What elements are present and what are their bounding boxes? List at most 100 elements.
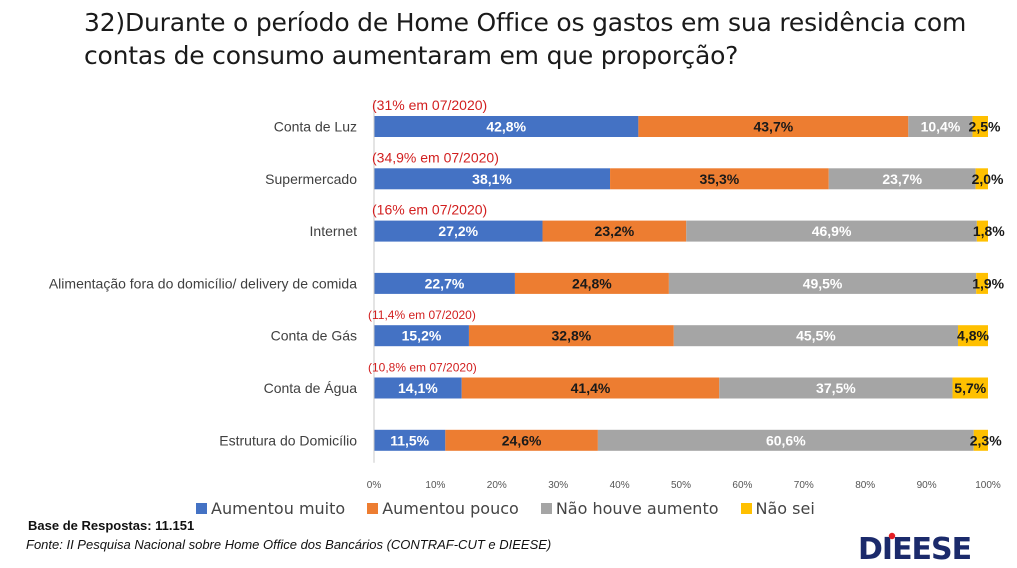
bar-segment (374, 325, 469, 347)
legend-label: Não sei (755, 498, 815, 518)
dieese-logo: DIEESE (858, 532, 972, 562)
category-label: Internet (310, 223, 358, 239)
bar-value-label: 23,2% (595, 223, 635, 239)
chart-title-line-2: contas de consumo aumentaram em que prop… (84, 41, 739, 70)
bar-value-label: 35,3% (700, 171, 740, 187)
category-label: Conta de Água (264, 380, 358, 396)
stacked-bar-chart: Conta de Luz 42,8% 43,7% 10,4% 2,5% Supermerc… (49, 97, 1005, 491)
bar-segment (638, 116, 909, 137)
bar-value-label: 32,8% (552, 328, 592, 344)
bar-value-label: 24,6% (502, 432, 542, 448)
x-tick-label: 80% (855, 480, 875, 491)
x-tick-label: 20% (487, 480, 507, 491)
bar-value-label: 10,4% (921, 119, 961, 135)
bar-segment (686, 220, 977, 242)
x-tick-label: 40% (610, 480, 630, 491)
bar-value-label: 15,2% (402, 328, 442, 344)
bar-segment (597, 429, 974, 451)
bar-value-label: 41,4% (571, 380, 611, 396)
bar-value-label: 49,5% (803, 275, 843, 291)
bar-value-label: 2,5% (969, 119, 1001, 135)
legend-label: Aumentou muito (211, 498, 346, 518)
bar-segment (374, 116, 639, 137)
bar-value-label: 11,5% (390, 432, 429, 448)
legend-swatch (740, 502, 752, 514)
bar-value-label: 38,1% (472, 171, 512, 187)
category-label: Alimentação fora do domicílio/ delivery … (49, 275, 357, 291)
bar-segment (461, 377, 720, 399)
category-label: Estrutura do Domicílio (219, 432, 357, 448)
x-tick-label: 30% (548, 480, 568, 491)
legend-swatch (196, 502, 207, 514)
bar-segment (952, 377, 988, 399)
bar-value-label: 43,7% (753, 119, 793, 135)
bar-segment (468, 325, 674, 347)
bar-value-label: 1,8% (973, 223, 1005, 239)
legend-item: Não houve aumento (540, 498, 719, 518)
bar-value-label: 37,5% (816, 380, 856, 396)
legend-item: Não sei (740, 498, 815, 518)
base-respostas: Base de Respostas: 11.151 (28, 518, 195, 533)
bars-layer: Conta de Luz 42,8% 43,7% 10,4% 2,5% Supermerc… (49, 116, 1005, 451)
bar-segment (374, 168, 611, 190)
bar-segment (374, 272, 515, 294)
category-label: Conta de Gás (271, 328, 357, 344)
bar-segment (374, 220, 543, 242)
x-tick-label: 70% (794, 480, 814, 491)
bar-value-label: 23,7% (882, 171, 922, 187)
bar-segment (374, 377, 462, 399)
annotation-previous-value: (16% em 07/2020) (372, 202, 487, 218)
bar-segment (972, 116, 988, 137)
bar-value-label: 1,9% (972, 275, 1004, 291)
x-tick-label: 90% (917, 480, 937, 491)
bar-segment (908, 116, 973, 137)
bar-segment (610, 168, 829, 190)
bar-value-label: 42,8% (486, 119, 526, 135)
logo-dot-icon (888, 532, 896, 540)
x-axis: 0% 10% 20% 30% 40% 50% 60% 70% 80% 90% 100% (367, 100, 1001, 491)
x-tick-label: 100% (975, 480, 1001, 491)
bar-segment (445, 429, 598, 451)
bar-segment (668, 272, 977, 294)
legend-label: Aumentou pouco (382, 498, 519, 518)
chart-title: 32)Durante o período de Home Office os g… (84, 6, 984, 72)
legend: Aumentou muito Aumentou pouco Não houve au… (196, 498, 837, 518)
x-tick-label: 0% (367, 480, 382, 491)
annotation-previous-value: (31% em 07/2020) (372, 97, 487, 113)
bar-segment (719, 377, 953, 399)
legend-item: Aumentou pouco (367, 499, 519, 518)
legend-item: Aumentou muito (196, 499, 345, 518)
bar-value-label: 24,8% (572, 275, 612, 291)
bar-value-label: 46,9% (812, 223, 852, 239)
annotation-previous-value: (34,9% em 07/2020) (372, 149, 499, 165)
bar-segment (976, 272, 988, 294)
bar-value-label: 45,5% (796, 328, 836, 344)
legend-swatch (367, 502, 379, 514)
bar-segment (542, 220, 687, 242)
bar-segment (514, 272, 669, 294)
chart-title-line-1: 32)Durante o período de Home Office os g… (84, 8, 967, 37)
dieese-logo-text: DIEESE (858, 532, 971, 562)
bar-value-label: 5,7% (954, 380, 986, 396)
bar-segment (976, 220, 988, 242)
x-tick-label: 50% (671, 480, 691, 491)
annotation-previous-value: (10,8% em 07/2020) (368, 361, 477, 375)
bar-value-label: 14,1% (398, 380, 438, 396)
annotation-previous-value: (11,4% em 07/2020) (368, 308, 476, 322)
legend-label: Não houve aumento (555, 498, 719, 518)
category-label: Supermercado (265, 171, 357, 187)
bar-segment (958, 325, 988, 347)
x-tick-label: 60% (732, 480, 752, 491)
source-note: Fonte: II Pesquisa Nacional sobre Home O… (26, 537, 552, 552)
annotations-layer: (31% em 07/2020) (34,9% em 07/2020) (16% e… (368, 97, 499, 375)
bar-value-label: 2,0% (972, 171, 1004, 187)
bar-value-label: 27,2% (438, 223, 478, 239)
bar-segment (673, 325, 959, 347)
legend-swatch (540, 502, 552, 514)
bar-segment (973, 429, 988, 451)
bar-segment (975, 168, 988, 190)
bar-value-label: 60,6% (766, 432, 806, 448)
category-label: Conta de Luz (274, 119, 357, 135)
x-tick-label: 10% (425, 480, 445, 491)
bar-segment (828, 168, 976, 190)
